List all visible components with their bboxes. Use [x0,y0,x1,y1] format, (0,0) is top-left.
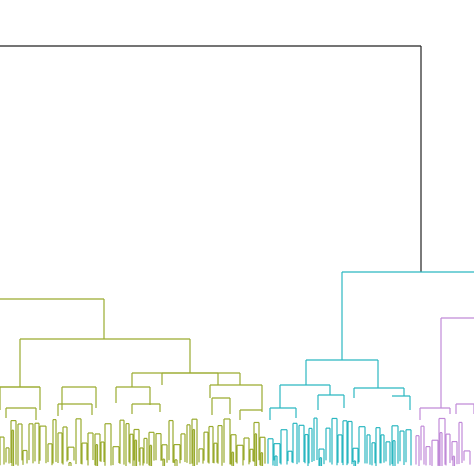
dendrogram-chart [0,45,474,466]
dendrogram-canvas [0,45,474,466]
